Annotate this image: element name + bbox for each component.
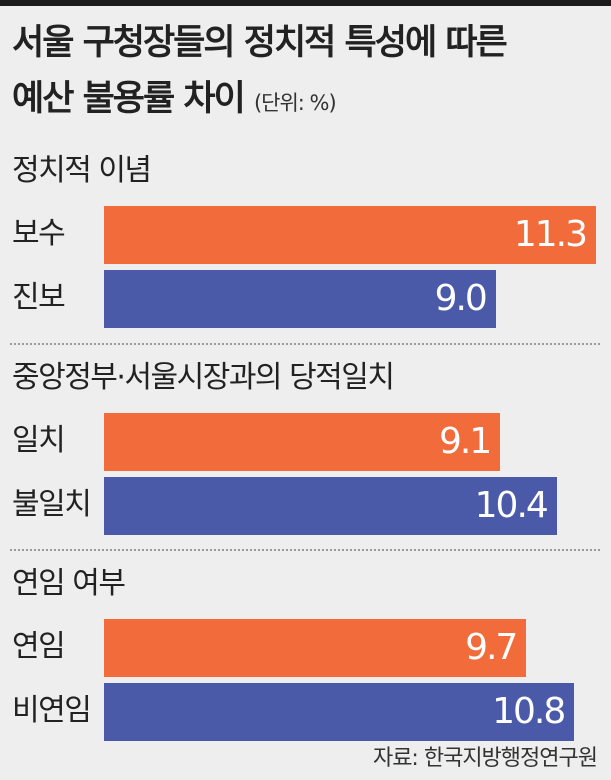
source-note: 자료: 한국지방행정연구원 (372, 746, 598, 771)
bar: 9.7 (104, 619, 527, 677)
chart-title: 서울 구청장들의 정치적 특성에 따른 (12, 23, 508, 63)
category-label: 보수 (12, 216, 66, 251)
bar-value-label: 10.4 (474, 485, 549, 526)
bar: 10.4 (104, 477, 557, 535)
group-title: 중앙정부·서울시장과의 당적일치 (12, 360, 395, 395)
group-title: 연임 여부 (12, 566, 126, 601)
unit-label: (단위: %) (253, 91, 337, 115)
bar-value-label: 9.0 (434, 278, 488, 319)
category-label: 진보 (12, 280, 66, 315)
category-label: 불일치 (12, 487, 92, 522)
top-bar (0, 0, 611, 6)
group-divider (10, 549, 600, 551)
category-label: 연임 (12, 629, 66, 664)
bar: 11.3 (104, 206, 596, 264)
bar-value-label: 9.7 (465, 627, 518, 668)
chart-title-text: 예산 불용률 차이 (12, 79, 246, 119)
bar-value-label: 9.1 (438, 421, 492, 462)
bar: 9.1 (104, 413, 501, 471)
group-title: 정치적 이념 (12, 153, 152, 188)
group-divider (10, 343, 600, 345)
chart-title-line2: 예산 불용률 차이 (단위: %) (12, 79, 337, 119)
category-label: 비연임 (12, 693, 92, 728)
bar-value-label: 10.8 (492, 691, 566, 732)
bar-value-label: 11.3 (513, 214, 588, 255)
bar: 9.0 (104, 270, 496, 328)
bar: 10.8 (104, 683, 575, 741)
category-label: 일치 (12, 423, 66, 458)
